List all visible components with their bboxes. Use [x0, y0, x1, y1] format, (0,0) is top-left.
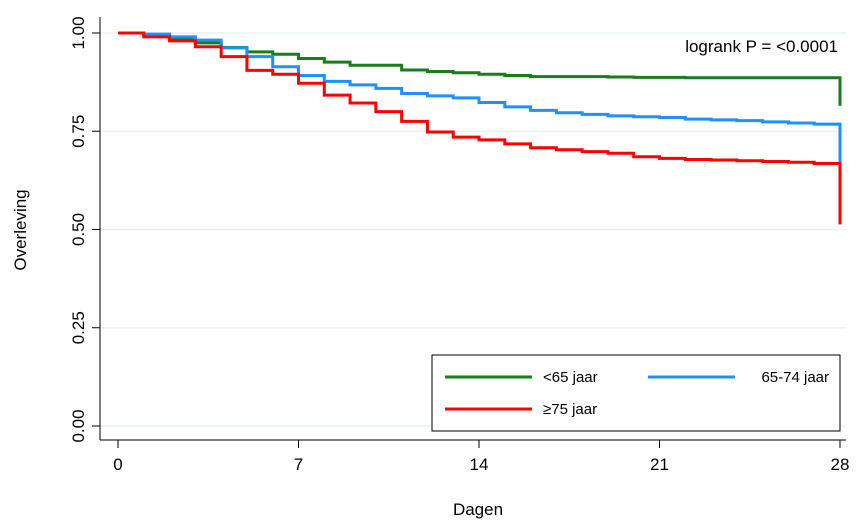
- legend: <65 jaar 65-74 jaar ≥75 jaar: [431, 354, 841, 432]
- x-tick-label: 21: [650, 455, 669, 474]
- series-lines: [118, 31, 842, 225]
- x-tick-label: 14: [470, 455, 489, 474]
- y-axis-label: Overleving: [11, 189, 30, 270]
- y-ticks: 0.00 0.25 0.50 0.75 1.00: [69, 16, 100, 443]
- y-tick-label: 0.00: [69, 409, 88, 442]
- legend-label-under-65: <65 jaar: [543, 369, 598, 386]
- x-axis-label: Dagen: [453, 500, 503, 519]
- legend-label-75-plus: ≥75 jaar: [543, 401, 597, 418]
- x-tick-label: 7: [294, 455, 303, 474]
- y-tick-label: 0.25: [69, 311, 88, 344]
- x-tick-label: 0: [113, 455, 122, 474]
- series-line-1: [118, 31, 842, 164]
- x-tick-label: 28: [831, 455, 850, 474]
- legend-box: [431, 354, 841, 432]
- y-tick-label: 1.00: [69, 16, 88, 49]
- y-tick-label: 0.75: [69, 115, 88, 148]
- x-ticks: 0 7 14 21 28: [113, 440, 849, 474]
- logrank-annotation: logrank P = <0.0001: [685, 37, 838, 56]
- y-tick-label: 0.50: [69, 213, 88, 246]
- axes: [99, 17, 846, 441]
- legend-label-65-74: 65-74 jaar: [761, 369, 829, 386]
- series-line-2: [118, 31, 842, 225]
